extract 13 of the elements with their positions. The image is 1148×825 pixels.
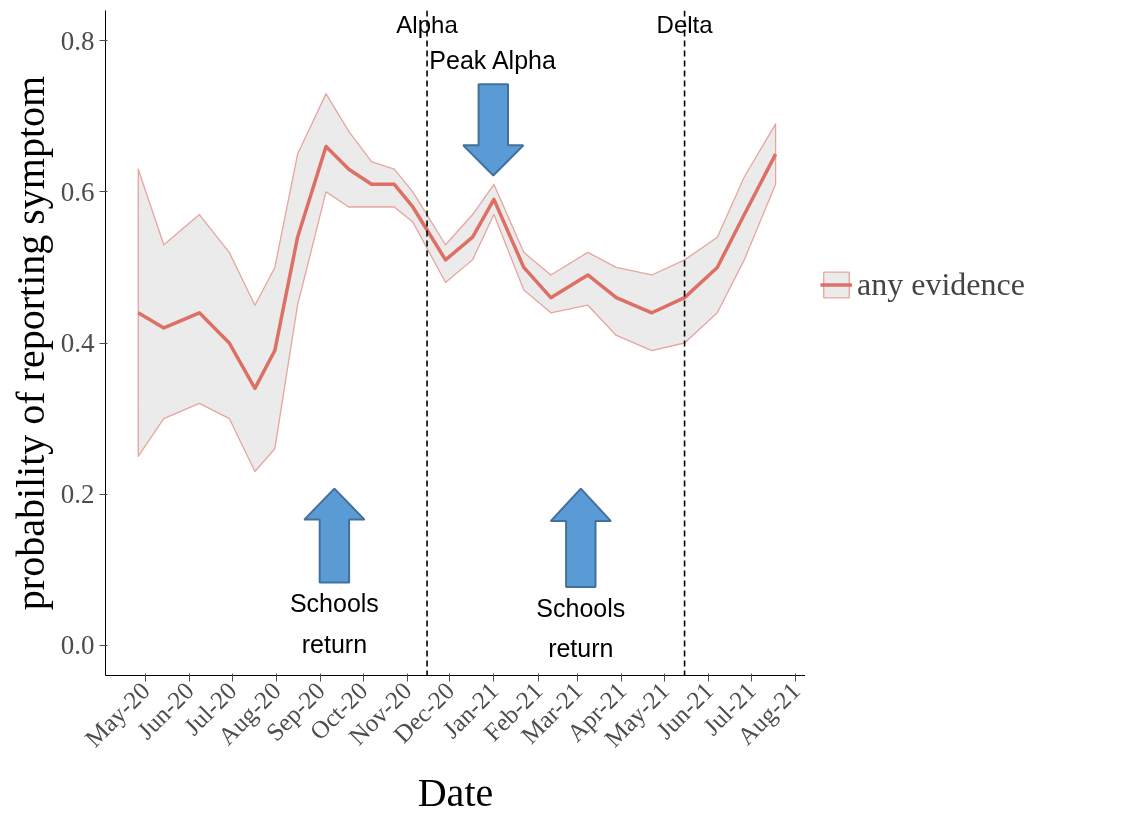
y-axis-title: probability of reporting symptom [7, 75, 53, 611]
annotation: Schools return [536, 593, 626, 663]
y-tick-label: 0.8 [60, 25, 95, 56]
legend-label: any evidence [857, 265, 1025, 303]
y-tick-label: 0.6 [60, 176, 95, 207]
y-tick-label: 0.0 [60, 630, 95, 661]
x-axis-title: Date [417, 769, 494, 815]
annotation: Peak Alpha [429, 46, 556, 75]
y-tick-label: 0.2 [60, 479, 95, 510]
ref-line-label: Delta [656, 10, 714, 38]
ref-line-label: Alpha [396, 10, 459, 38]
annotation: Schools return [289, 589, 379, 658]
y-tick-label: 0.4 [60, 328, 95, 358]
